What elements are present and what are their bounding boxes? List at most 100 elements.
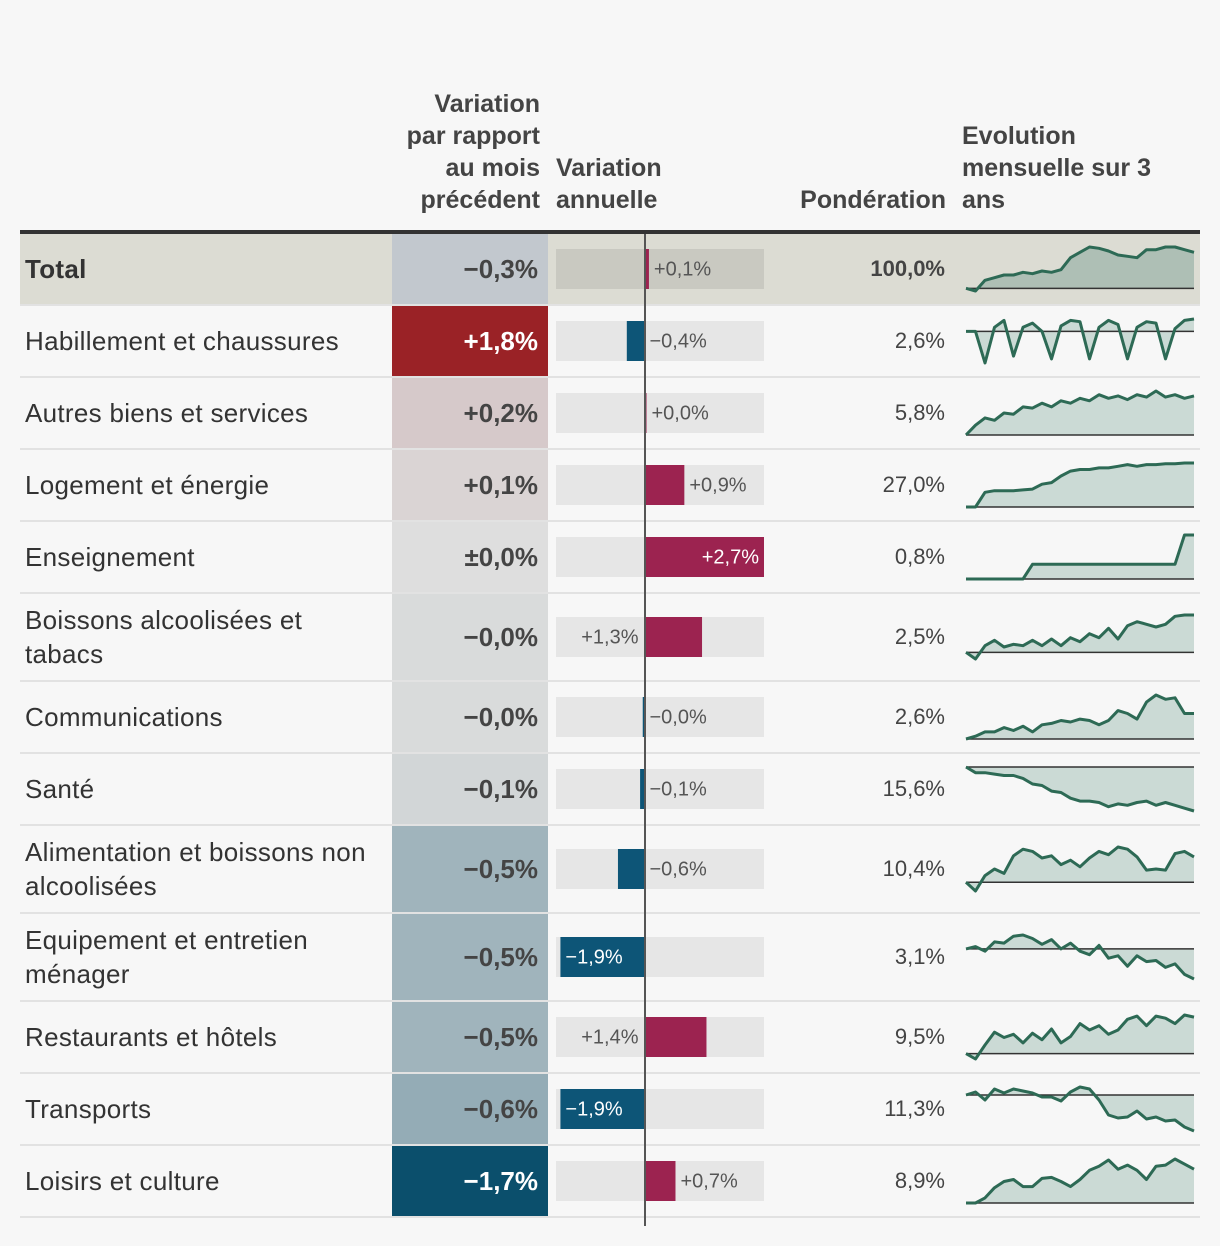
sparkline-area — [966, 935, 1194, 979]
weight: 0,8% — [894, 544, 945, 569]
table-row: Total −0,3% +0,1% 100,0% — [20, 234, 1200, 306]
annual-chart: −0,1% — [556, 769, 764, 809]
annual-chart: +0,9% — [556, 465, 764, 505]
monthly-label: −0,5% — [463, 853, 538, 884]
sparkline — [965, 1013, 1195, 1061]
sparkline-line — [965, 389, 1195, 437]
annual-bar — [560, 937, 645, 977]
row-label: Habillement et chaussures — [25, 326, 339, 356]
sparkline-line — [965, 613, 1194, 661]
monthly-label: −0,6% — [463, 1093, 538, 1124]
sparkline — [966, 461, 1194, 509]
table-row: Santé −0,1% −0,1% 15,6% — [20, 754, 1200, 826]
annual-bar — [644, 537, 764, 577]
monthly-label: −0,5% — [463, 1021, 538, 1052]
annual-chart: +0,0% — [556, 393, 764, 433]
weight: 2,6% — [894, 328, 945, 353]
table-row: Habillement et chaussures +1,8% −0,4% 2,6% — [20, 306, 1200, 378]
monthly-label: +0,2% — [463, 397, 538, 428]
annual-bg — [556, 321, 764, 361]
annual-label: +0,0% — [652, 402, 709, 424]
header-monthly: Variation par rapport au mois précédent — [406, 90, 540, 214]
table-row: Autres biens et services +0,2% +0,0% 5,8% — [20, 378, 1200, 450]
annual-bg — [556, 849, 764, 889]
table-row: Logement et énergie +0,1% +0,9% 27,0% — [20, 450, 1200, 522]
annual-bar — [617, 849, 645, 889]
sparkline — [966, 317, 1195, 365]
sparkline-area — [966, 615, 1194, 659]
monthly-cell: −0,5% — [392, 826, 548, 912]
annual-bar — [644, 1161, 676, 1201]
monthly-cell: +0,1% — [392, 450, 548, 520]
annual-bar — [644, 1017, 707, 1057]
weight: 10,4% — [882, 856, 945, 881]
sparkline-area — [966, 1015, 1194, 1059]
monthly-cell: −0,1% — [392, 754, 548, 824]
table-row: Enseignement ±0,0% +2,7% 0,8% — [20, 522, 1200, 594]
row-label: Loisirs et culture — [25, 1166, 220, 1196]
table-row: Alimentation et boissons non alcoolisées… — [20, 826, 1200, 914]
sparkline — [966, 533, 1194, 581]
annual-chart: −0,0% — [556, 697, 764, 737]
annual-chart: +0,7% — [556, 1161, 764, 1201]
sparkline — [965, 765, 1195, 813]
weight: 11,3% — [884, 1096, 945, 1121]
annual-bg — [556, 249, 764, 289]
annual-label: +1,4% — [581, 1026, 638, 1048]
annual-bar — [640, 769, 645, 809]
monthly-label: −0,0% — [463, 621, 538, 652]
weight: 27,0% — [882, 472, 945, 497]
table-row: Equipement et entretien ménager −0,5% −1,9… — [20, 914, 1200, 1002]
annual-label: −1,9% — [565, 1098, 622, 1120]
annual-label: +2,7% — [702, 546, 759, 568]
annual-label: +0,7% — [680, 1170, 737, 1192]
weight: 9,5% — [894, 1024, 945, 1049]
annual-label: +0,1% — [654, 258, 711, 280]
row-label: Boissons alcoolisées et tabacs — [25, 605, 303, 669]
annual-label: −0,4% — [650, 330, 707, 352]
weight: 3,1% — [894, 944, 945, 969]
monthly-cell: −0,3% — [392, 234, 548, 304]
monthly-label: −0,5% — [463, 941, 538, 972]
row-label: Santé — [25, 774, 95, 804]
monthly-cell: ±0,0% — [392, 522, 548, 592]
monthly-cell: −1,7% — [392, 1146, 548, 1216]
weight: 15,6% — [882, 776, 945, 801]
annual-bg — [556, 393, 764, 433]
annual-bar — [644, 617, 703, 657]
annual-chart: +2,7% — [556, 537, 764, 577]
header: Variation par rapport au mois précédent … — [20, 0, 1200, 234]
row-label: Alimentation et boissons non alcoolisées — [25, 837, 366, 901]
sparkline-line — [965, 933, 1195, 981]
sparkline-line — [965, 693, 1194, 741]
weight: 5,8% — [894, 400, 945, 425]
sparkline-line — [965, 1085, 1195, 1133]
sparkline — [965, 389, 1195, 437]
sparkline-area — [966, 695, 1194, 739]
weight: 2,5% — [894, 624, 945, 649]
row-label: Communications — [25, 702, 223, 732]
monthly-cell: −0,6% — [392, 1074, 548, 1144]
annual-chart: +1,3% — [556, 617, 764, 657]
monthly-label: +1,8% — [463, 325, 538, 356]
annual-label: −0,6% — [650, 858, 707, 880]
annual-chart: +0,1% — [556, 249, 764, 289]
header-trend: Evolution mensuelle sur 3 ans — [962, 122, 1151, 214]
annual-bar — [644, 465, 685, 505]
annual-bar — [642, 697, 645, 737]
sparkline — [966, 1157, 1195, 1205]
sparkline-line — [966, 1157, 1195, 1205]
row-label: Autres biens et services — [25, 398, 309, 428]
row-label: Transports — [25, 1094, 152, 1124]
annual-chart: −0,4% — [556, 321, 764, 361]
monthly-cell: +1,8% — [392, 306, 548, 376]
sparkline — [965, 613, 1194, 661]
annual-bg — [556, 769, 764, 809]
sparkline-line — [965, 1013, 1195, 1061]
sparkline-line — [965, 765, 1195, 813]
monthly-label: −0,0% — [463, 701, 538, 732]
annual-label: +0,9% — [689, 474, 746, 496]
row-label: Total — [25, 254, 87, 284]
annual-chart: +1,4% — [556, 1017, 764, 1057]
